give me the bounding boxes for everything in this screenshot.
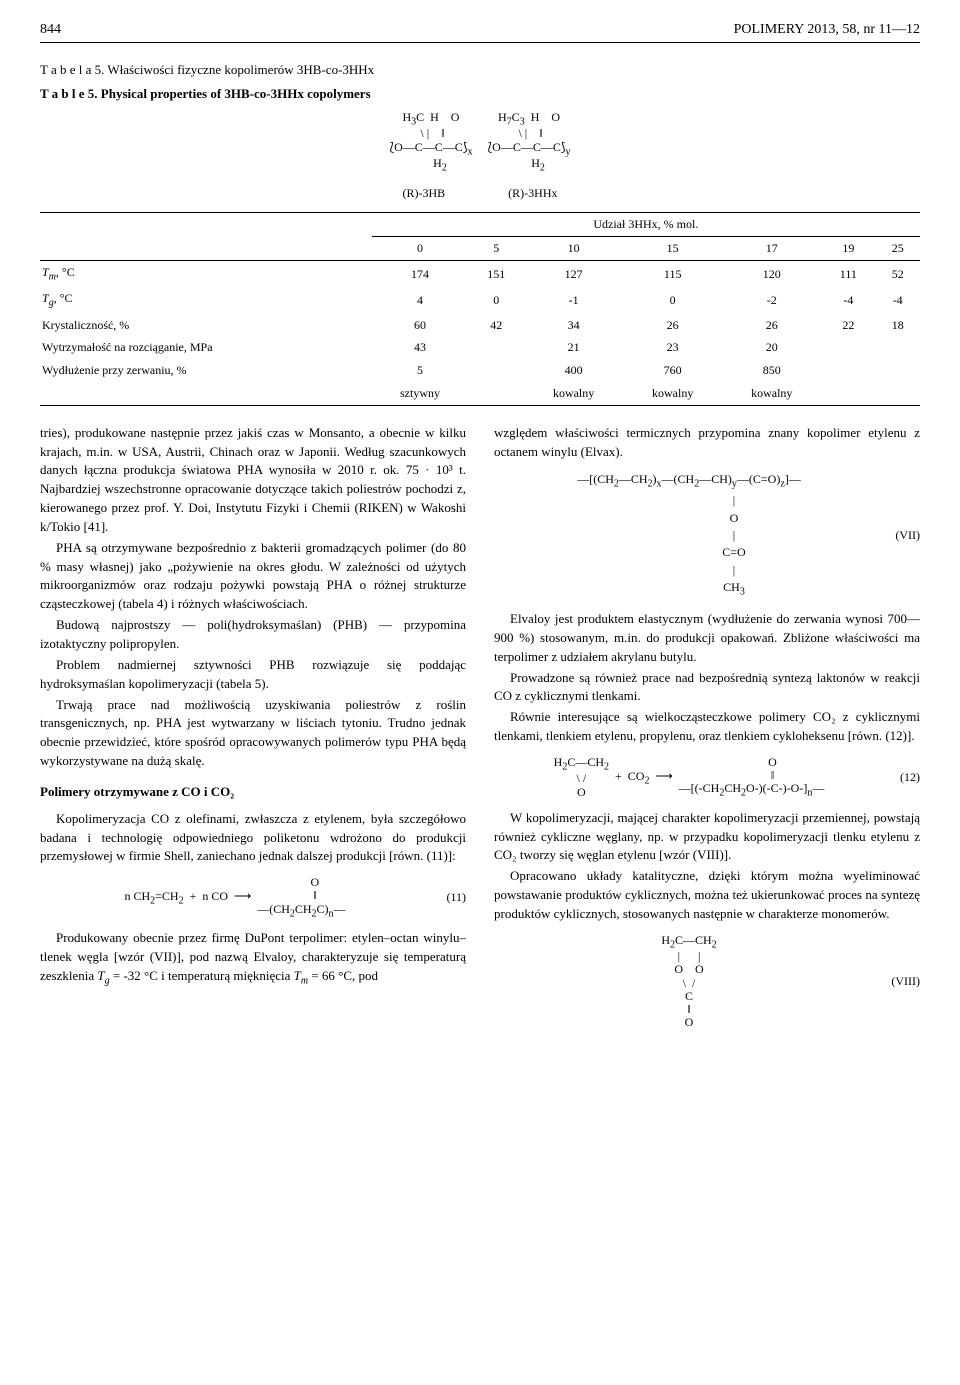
page-header: 844 POLIMERY 2013, 58, nr 11—12 bbox=[40, 20, 920, 43]
body-paragraph: Elvaloy jest produktem elastycznym (wydł… bbox=[494, 610, 920, 667]
table-row: Krystaliczność, % 60 42 34 26 26 22 18 bbox=[40, 314, 920, 337]
col-4: 17 bbox=[722, 236, 821, 260]
table-row: Tm, °C 174 151 127 115 120 111 52 bbox=[40, 260, 920, 287]
equation-viii: H2C—CH2| |O O\ /C‖O (VIII) bbox=[494, 934, 920, 1030]
body-paragraph: Równie interesujące są wielkocząsteczkow… bbox=[494, 708, 920, 746]
body-paragraph: Trwają prace nad możliwością uzyskiwania… bbox=[40, 696, 466, 771]
table5-caption-pl: T a b e l a 5. Właściwości fizyczne kopo… bbox=[40, 61, 920, 79]
chem-structure-3hb-3hhx: H3C H O \ | ‖⟅O—C—C—C⟆x H2 H7C3 H O \ | … bbox=[40, 111, 920, 173]
body-paragraph: Opracowano układy katalityczne, dzięki k… bbox=[494, 867, 920, 924]
body-paragraph: W kopolimeryzacji, mającej charakter kop… bbox=[494, 809, 920, 866]
equation-number-viii: (VIII) bbox=[884, 973, 920, 990]
table-row: sztywny kowalny kowalny kowalny bbox=[40, 382, 920, 405]
section-heading-co-co2: Polimery otrzymywane z CO i CO₂ bbox=[40, 783, 466, 802]
body-columns: tries), produkowane następnie przez jaki… bbox=[40, 424, 920, 1040]
table-row: Wytrzymałość na rozciąganie, MPa 43 21 2… bbox=[40, 336, 920, 359]
table-row: Wydłużenie przy zerwaniu, % 5 400 760 85… bbox=[40, 359, 920, 382]
body-paragraph: Kopolimeryzacja CO z olefinami, zwłaszcz… bbox=[40, 810, 466, 867]
equation-vii: —[(CH2—CH2)x—(CH2—CH)y—(C=O)z]— |O|C=O|C… bbox=[494, 471, 920, 600]
table5: Udział 3HHx, % mol. 0 5 10 15 17 19 25 T… bbox=[40, 212, 920, 406]
col-3: 15 bbox=[623, 236, 722, 260]
col-2: 10 bbox=[524, 236, 623, 260]
body-paragraph: Problem nadmiernej sztywności PHB rozwią… bbox=[40, 656, 466, 694]
table5-caption-en-text: T a b l e 5. Physical properties of 3HB-… bbox=[40, 86, 371, 101]
equation-number-11: (11) bbox=[430, 889, 466, 906]
body-paragraph: Prowadzone są również prace nad bezpośre… bbox=[494, 669, 920, 707]
body-paragraph: Budową najprostszy — poli(hydroksymaślan… bbox=[40, 616, 466, 654]
label-r3hb: (R)-3HB bbox=[403, 186, 446, 200]
equation-11: n CH2=CH2 + n CO ⟶ O ‖—(CH2CH2C)n— (11) bbox=[40, 876, 466, 919]
journal-title: POLIMERY 2013, 58, nr 11—12 bbox=[734, 20, 920, 40]
chem-structure-labels: (R)-3HB (R)-3HHx bbox=[40, 185, 920, 202]
page-number: 844 bbox=[40, 20, 61, 40]
table5-header-title: Udział 3HHx, % mol. bbox=[372, 213, 920, 237]
label-r3hhx: (R)-3HHx bbox=[508, 186, 557, 200]
col-0: 0 bbox=[372, 236, 469, 260]
col-6: 25 bbox=[875, 236, 920, 260]
body-paragraph: PHA są otrzymywane bezpośrednio z bakter… bbox=[40, 539, 466, 614]
equation-number-12: (12) bbox=[884, 769, 920, 786]
col-5: 19 bbox=[821, 236, 875, 260]
body-paragraph: Produkowany obecnie przez firmę DuPont t… bbox=[40, 929, 466, 989]
table5-caption-en: T a b l e 5. Physical properties of 3HB-… bbox=[40, 85, 920, 103]
col-1: 5 bbox=[468, 236, 524, 260]
body-paragraph: względem właściwości termicznych przypom… bbox=[494, 424, 920, 462]
table-row: Tg, °C 4 0 -1 0 -2 -4 -4 bbox=[40, 287, 920, 313]
left-column: tries), produkowane następnie przez jaki… bbox=[40, 424, 466, 1040]
equation-number-vii: (VII) bbox=[884, 527, 920, 544]
equation-12: H2C—CH2\ /O + CO2 ⟶ O ‖—[(-CH2CH2O-)(-C-… bbox=[494, 756, 920, 799]
right-column: względem właściwości termicznych przypom… bbox=[494, 424, 920, 1040]
body-paragraph: tries), produkowane następnie przez jaki… bbox=[40, 424, 466, 537]
